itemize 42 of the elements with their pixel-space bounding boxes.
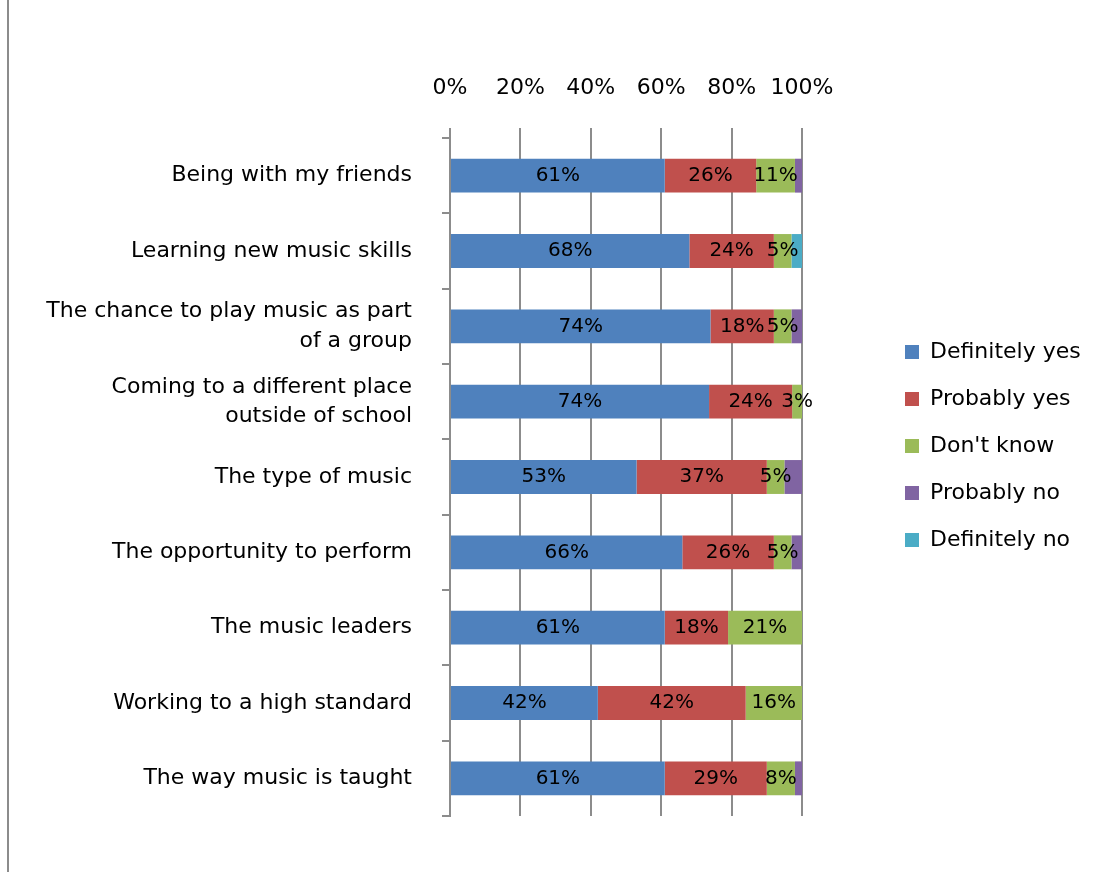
data-label: 61% [535,613,581,638]
data-label: 24% [728,387,773,412]
data-label: 53% [521,463,567,488]
legend-label: Probably no [930,478,1060,504]
data-label: 66% [544,538,589,563]
y-tick-label: The opportunity to perform [111,538,412,564]
y-tick-label: Being with my friends [171,161,412,187]
y-tick-label: The type of music [213,462,412,488]
data-label: 18% [674,613,719,638]
data-label: 29% [693,764,738,789]
x-tick-label: 100% [770,73,834,99]
data-label: 42% [649,689,694,714]
x-tick-label: 20% [495,73,545,99]
y-tick-label: Learning new music skills [130,236,412,262]
x-tick-label: 40% [566,73,616,99]
x-tick-label: 60% [636,73,686,99]
x-tick-label: 0% [432,73,468,99]
data-label: 21% [742,613,788,638]
y-tick-label: The music leaders [209,613,412,639]
data-label: 37% [679,463,724,488]
data-label: 42% [502,689,547,714]
data-label: 26% [688,161,733,186]
data-label: 61% [535,161,581,186]
legend-label: Definitely no [930,525,1071,551]
data-label: 18% [719,312,765,337]
data-label: 68% [547,237,593,262]
data-label: 3% [781,387,813,412]
data-label: 24% [709,237,754,262]
x-tick-label: 80% [707,73,757,99]
y-tick-label: The way music is taught [142,764,413,790]
data-label: 74% [557,387,603,412]
data-label: 61% [535,764,581,789]
data-label: 16% [751,689,797,714]
y-tick-label: Coming to a different place outside of school [111,372,412,428]
legend-label: Probably yes [930,384,1071,410]
legend-label: Don't know [930,431,1055,457]
data-label: 8% [765,764,797,789]
legend-label: Definitely yes [930,337,1081,363]
data-label: 74% [558,312,603,337]
y-tick-label: Working to a high standard [113,688,412,714]
y-tick-label: The chance to play music as part of a group [45,297,413,352]
data-label: 26% [705,538,751,563]
